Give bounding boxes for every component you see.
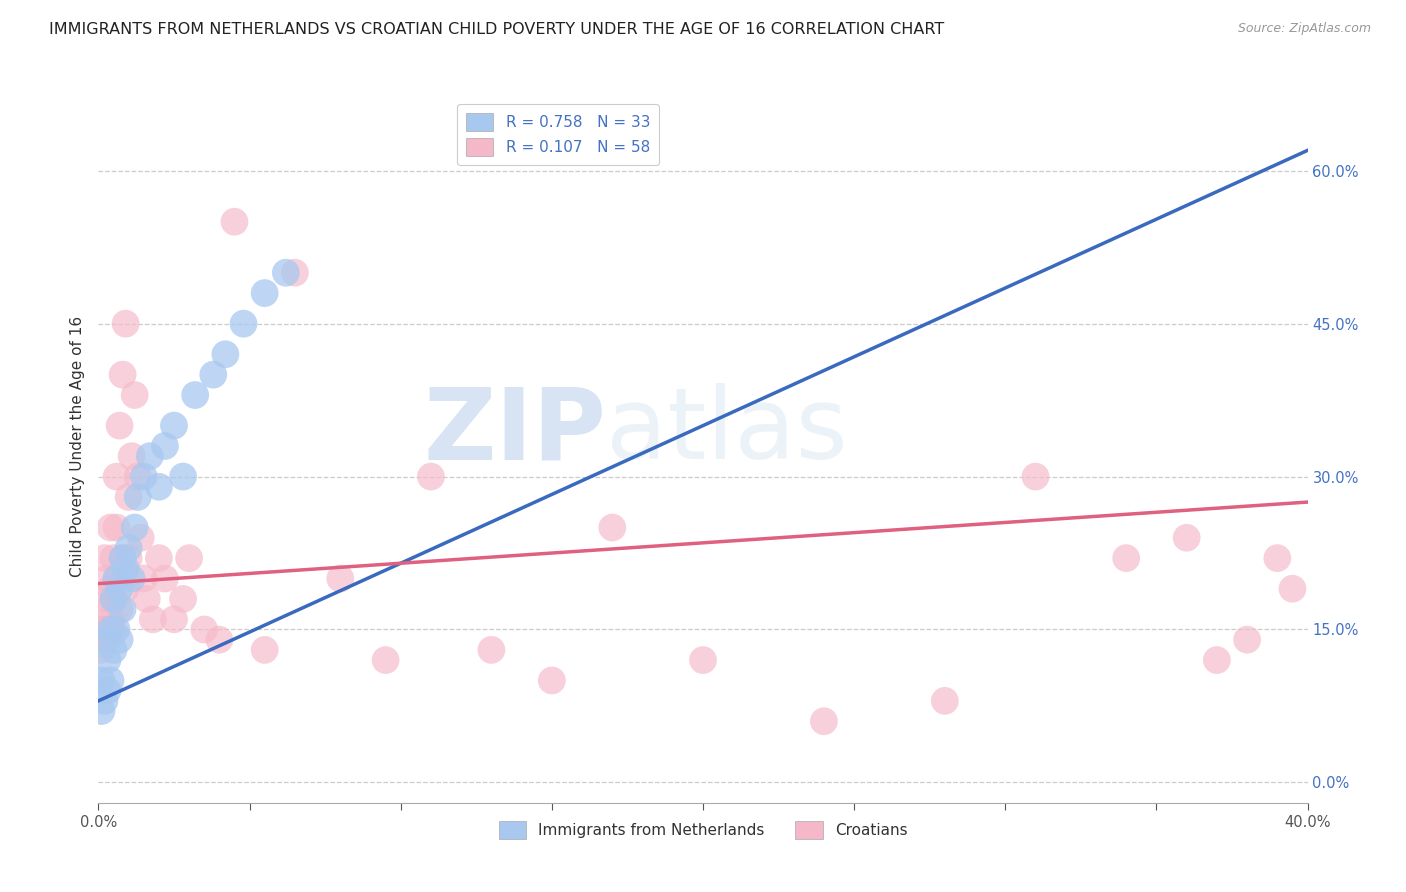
- Text: Source: ZipAtlas.com: Source: ZipAtlas.com: [1237, 22, 1371, 36]
- Point: [214, 347, 236, 361]
- Point: [692, 653, 714, 667]
- Point: [1206, 653, 1229, 667]
- Point: [108, 582, 131, 596]
- Point: [93, 694, 115, 708]
- Point: [114, 561, 136, 575]
- Point: [602, 520, 624, 534]
- Point: [232, 317, 254, 331]
- Point: [90, 673, 112, 688]
- Point: [108, 632, 131, 647]
- Point: [148, 551, 170, 566]
- Point: [148, 480, 170, 494]
- Point: [90, 704, 112, 718]
- Point: [1281, 582, 1303, 596]
- Point: [208, 632, 231, 647]
- Point: [129, 531, 152, 545]
- Point: [132, 469, 155, 483]
- Point: [103, 643, 125, 657]
- Point: [127, 490, 149, 504]
- Point: [103, 591, 125, 606]
- Point: [90, 643, 112, 657]
- Point: [813, 714, 835, 729]
- Point: [420, 469, 443, 483]
- Point: [1175, 531, 1198, 545]
- Point: [284, 266, 307, 280]
- Point: [118, 551, 141, 566]
- Text: ZIP: ZIP: [423, 384, 606, 480]
- Point: [184, 388, 207, 402]
- Point: [121, 449, 143, 463]
- Point: [135, 591, 157, 606]
- Point: [274, 266, 297, 280]
- Point: [202, 368, 225, 382]
- Point: [105, 572, 128, 586]
- Point: [329, 572, 352, 586]
- Point: [121, 572, 143, 586]
- Point: [132, 572, 155, 586]
- Y-axis label: Child Poverty Under the Age of 16: Child Poverty Under the Age of 16: [69, 316, 84, 576]
- Point: [100, 582, 122, 596]
- Point: [374, 653, 396, 667]
- Point: [100, 520, 122, 534]
- Point: [540, 673, 562, 688]
- Point: [111, 551, 134, 566]
- Point: [105, 623, 128, 637]
- Point: [96, 653, 118, 667]
- Point: [111, 602, 134, 616]
- Point: [90, 623, 112, 637]
- Text: IMMIGRANTS FROM NETHERLANDS VS CROATIAN CHILD POVERTY UNDER THE AGE OF 16 CORREL: IMMIGRANTS FROM NETHERLANDS VS CROATIAN …: [49, 22, 945, 37]
- Point: [114, 582, 136, 596]
- Point: [142, 612, 165, 626]
- Point: [179, 551, 201, 566]
- Point: [172, 591, 194, 606]
- Point: [1236, 632, 1258, 647]
- Point: [100, 623, 122, 637]
- Point: [108, 418, 131, 433]
- Point: [100, 612, 122, 626]
- Point: [105, 469, 128, 483]
- Point: [139, 449, 162, 463]
- Point: [96, 683, 118, 698]
- Legend: Immigrants from Netherlands, Croatians: Immigrants from Netherlands, Croatians: [492, 815, 914, 845]
- Point: [111, 551, 134, 566]
- Point: [105, 520, 128, 534]
- Point: [172, 469, 194, 483]
- Text: atlas: atlas: [606, 384, 848, 480]
- Point: [934, 694, 956, 708]
- Point: [193, 623, 215, 637]
- Point: [118, 490, 141, 504]
- Point: [96, 602, 118, 616]
- Point: [153, 572, 176, 586]
- Point: [96, 572, 118, 586]
- Point: [1024, 469, 1046, 483]
- Point: [93, 623, 115, 637]
- Point: [93, 551, 115, 566]
- Point: [253, 643, 276, 657]
- Point: [163, 418, 186, 433]
- Point: [481, 643, 503, 657]
- Point: [1115, 551, 1137, 566]
- Point: [103, 591, 125, 606]
- Point: [93, 632, 115, 647]
- Point: [96, 632, 118, 647]
- Point: [108, 602, 131, 616]
- Point: [118, 541, 141, 555]
- Point: [224, 215, 246, 229]
- Point: [124, 520, 146, 534]
- Point: [153, 439, 176, 453]
- Point: [114, 317, 136, 331]
- Point: [105, 572, 128, 586]
- Point: [163, 612, 186, 626]
- Point: [103, 623, 125, 637]
- Point: [93, 591, 115, 606]
- Point: [100, 673, 122, 688]
- Point: [111, 368, 134, 382]
- Point: [124, 388, 146, 402]
- Point: [127, 469, 149, 483]
- Point: [1267, 551, 1289, 566]
- Point: [103, 551, 125, 566]
- Point: [253, 286, 276, 301]
